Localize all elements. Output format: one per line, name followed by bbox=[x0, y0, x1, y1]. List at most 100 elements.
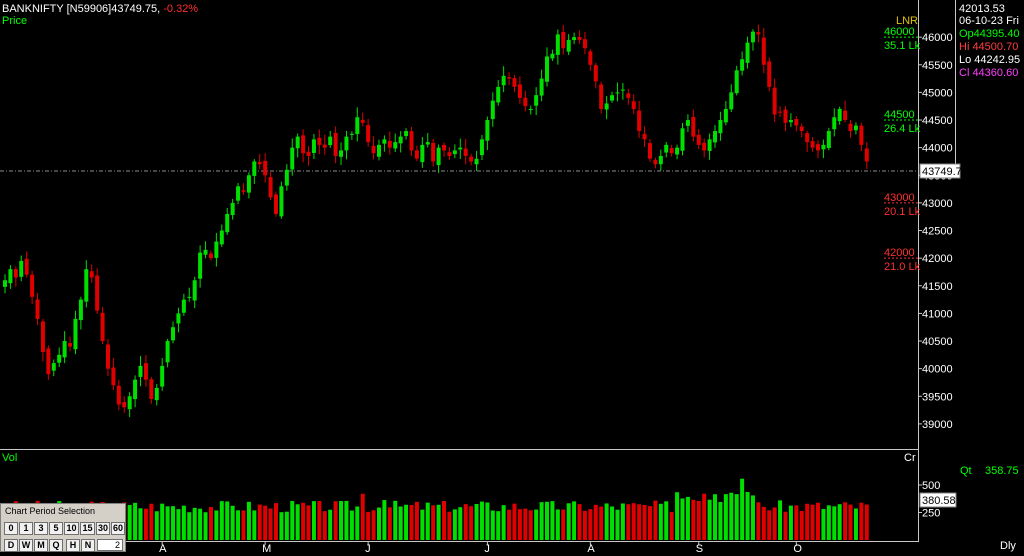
candles bbox=[3, 24, 869, 418]
volume-bar bbox=[848, 504, 853, 540]
volume-bar bbox=[404, 504, 409, 540]
candle-body bbox=[100, 312, 105, 342]
volume-bar bbox=[658, 503, 663, 540]
candle-body bbox=[339, 150, 344, 157]
candle-body bbox=[816, 144, 820, 151]
candle-body bbox=[274, 194, 278, 214]
quantity-value: 358.75 bbox=[985, 465, 1019, 477]
candle-body bbox=[561, 31, 566, 49]
candle-body bbox=[615, 92, 620, 94]
volume-bar bbox=[545, 501, 549, 540]
candle-body bbox=[653, 160, 658, 165]
level-marker-price: 43000 bbox=[884, 192, 915, 204]
candle-body bbox=[425, 142, 430, 145]
candle-body bbox=[13, 269, 18, 278]
volume-bar bbox=[778, 500, 783, 540]
volume-bar bbox=[696, 500, 701, 540]
candle-body bbox=[642, 133, 647, 140]
month-label: O bbox=[793, 543, 802, 555]
volume-bar bbox=[328, 509, 333, 540]
volume-bar bbox=[691, 499, 696, 540]
candle-body bbox=[376, 144, 381, 157]
volume-bar bbox=[794, 505, 799, 540]
volume-current-tag: 380.58 bbox=[919, 492, 957, 508]
volume-bar bbox=[133, 502, 138, 540]
candle-body bbox=[19, 260, 24, 277]
candle-body bbox=[371, 145, 376, 154]
period-button-0[interactable]: 0 bbox=[4, 522, 18, 535]
volume-bar bbox=[642, 504, 647, 540]
candle-body bbox=[138, 365, 143, 377]
volume-bar bbox=[479, 501, 484, 540]
candle-body bbox=[84, 269, 89, 302]
volume-bar bbox=[582, 510, 587, 540]
volume-bar bbox=[436, 504, 441, 540]
candle-body bbox=[637, 110, 642, 132]
volume-bar bbox=[252, 510, 257, 540]
candle-body bbox=[729, 92, 734, 110]
period-button-monthly[interactable]: M bbox=[34, 539, 48, 552]
volume-bar bbox=[474, 503, 479, 540]
price-tick-label: 44500 bbox=[922, 115, 953, 127]
candle-body bbox=[658, 155, 663, 165]
volume-bar bbox=[306, 505, 311, 540]
candle-body bbox=[685, 120, 690, 126]
candle-body bbox=[485, 120, 490, 141]
period-button-n[interactable]: N bbox=[81, 539, 95, 552]
volume-bar bbox=[821, 509, 826, 540]
candle-body bbox=[740, 59, 745, 71]
period-button-daily[interactable]: D bbox=[4, 539, 18, 552]
volume-bar bbox=[555, 509, 560, 540]
period-count-input[interactable]: 2 bbox=[97, 539, 123, 551]
candle-body bbox=[517, 84, 522, 98]
candle-body bbox=[821, 144, 826, 150]
volume-bar bbox=[702, 493, 707, 540]
candle-body bbox=[208, 253, 213, 259]
period-button-3[interactable]: 3 bbox=[34, 522, 48, 535]
candle-body bbox=[490, 100, 495, 120]
chart-period-selection-panel: Chart Period Selection 0 1 3 5 10 15 30 … bbox=[0, 503, 126, 552]
volume-bar bbox=[588, 509, 593, 540]
candle-body bbox=[707, 139, 712, 151]
period-button-quarterly[interactable]: Q bbox=[49, 539, 63, 552]
volume-bar bbox=[740, 478, 745, 540]
period-button-10[interactable]: 10 bbox=[64, 522, 79, 535]
candle-body bbox=[203, 249, 208, 255]
candle-body bbox=[761, 37, 766, 65]
candle-body bbox=[73, 318, 78, 350]
volume-bar bbox=[859, 502, 864, 540]
candle-body bbox=[647, 143, 652, 159]
volume-bar bbox=[246, 501, 251, 540]
candle-body bbox=[230, 202, 235, 216]
candle-body bbox=[171, 327, 176, 341]
volume-bar bbox=[734, 494, 739, 540]
period-button-30[interactable]: 30 bbox=[96, 522, 110, 535]
volume-bar bbox=[176, 509, 181, 540]
period-button-weekly[interactable]: W bbox=[19, 539, 33, 552]
period-button-5[interactable]: 5 bbox=[49, 522, 63, 535]
volume-bar bbox=[864, 504, 869, 540]
period-button-60[interactable]: 60 bbox=[111, 522, 125, 535]
volume-bar bbox=[317, 500, 322, 540]
period-button-1[interactable]: 1 bbox=[19, 522, 33, 535]
info-open: Op44395.40 bbox=[959, 28, 1020, 40]
symbol-title: BANKNIFTY [N59906]43749.75, -0.32% bbox=[2, 3, 198, 16]
volume-bar bbox=[420, 509, 425, 540]
volume-axis: 250 500 bbox=[918, 480, 940, 520]
candle-body bbox=[398, 136, 403, 144]
candle-body bbox=[349, 133, 354, 135]
month-label: A bbox=[159, 543, 167, 555]
volume-bar bbox=[154, 511, 159, 540]
candle-body bbox=[268, 177, 273, 198]
info-value: 42013.53 bbox=[959, 3, 1005, 15]
candle-body bbox=[458, 147, 463, 150]
volume-bar bbox=[458, 507, 463, 540]
period-button-15[interactable]: 15 bbox=[80, 522, 95, 535]
month-label: S bbox=[696, 543, 703, 555]
volume-bar bbox=[366, 511, 371, 540]
level-marker-price: 42000 bbox=[884, 247, 915, 259]
period-button-halfyearly[interactable]: H bbox=[66, 539, 80, 552]
candle-body bbox=[501, 75, 506, 86]
price-tick-label: 44000 bbox=[922, 143, 953, 155]
